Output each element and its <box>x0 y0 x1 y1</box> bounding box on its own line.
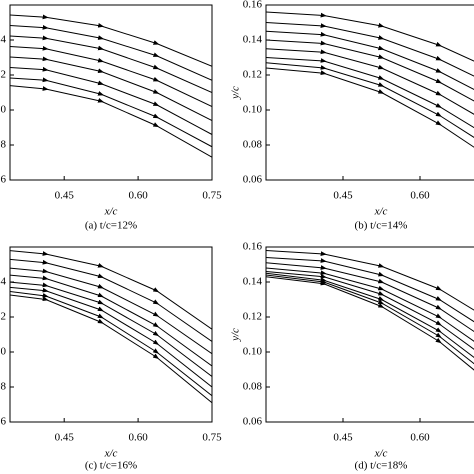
streamline <box>10 45 212 107</box>
streamline <box>266 276 474 371</box>
y-tick-label: 0.16 <box>243 0 263 11</box>
x-tick-label: 0.60 <box>128 432 148 444</box>
plot-area <box>266 250 474 371</box>
streamline <box>266 250 474 311</box>
streamline <box>10 294 212 404</box>
x-axis-label: x/c <box>374 448 388 460</box>
y-tick-label: 0.14 <box>0 34 7 46</box>
streamline <box>10 24 212 81</box>
streamline <box>10 85 212 158</box>
panel: 0.45 0.60 0.75 0.06 0.08 0.10 0.12 0.14 x/c (a) t… <box>0 4 222 232</box>
streamline <box>266 67 474 148</box>
axes-frame <box>265 246 474 423</box>
x-tick-label: 0.60 <box>410 432 430 444</box>
axes-frame <box>9 246 213 423</box>
plot-area <box>10 250 212 404</box>
caption: (a) t/c=12% <box>85 220 137 232</box>
x-tick-label: 0.60 <box>128 190 148 202</box>
y-tick-label: 0.06 <box>243 416 263 428</box>
x-tick-label: 0.45 <box>333 432 353 444</box>
y-tick-label: 0.14 <box>0 276 7 288</box>
x-tick-label: 0.45 <box>55 190 75 202</box>
y-tick-label: 0.10 <box>243 104 263 116</box>
x-tick-label: 0.60 <box>410 190 430 202</box>
y-tick-label: 0.10 <box>0 346 7 358</box>
y-tick-label: 0.12 <box>0 311 6 323</box>
x-axis-label: x/c <box>104 448 118 460</box>
y-tick-label: 0.06 <box>0 174 7 186</box>
streamline <box>10 35 212 93</box>
streamline <box>10 66 212 135</box>
streamline <box>266 272 474 358</box>
axes-frame <box>265 4 474 181</box>
panel: 0.45 0.60 0.75 0.06 0.08 0.10 0.12 0.14 x/c(c) t… <box>0 246 222 472</box>
y-tick-label: 0.12 <box>243 69 262 81</box>
y-tick-label: 0.08 <box>0 381 7 393</box>
streamline <box>266 257 474 323</box>
x-tick-label: 0.75 <box>202 432 222 444</box>
y-tick-label: 0.08 <box>243 139 263 151</box>
x-axis-label: x/c <box>104 206 118 218</box>
y-tick-label: 0.06 <box>243 174 263 186</box>
y-tick-label: 0.14 <box>243 34 263 46</box>
caption: (c) t/c=16% <box>85 460 137 472</box>
plot-area <box>266 11 474 148</box>
y-tick-label: 0.08 <box>243 381 263 393</box>
caption: (d) t/c=18% <box>355 460 408 472</box>
x-axis-label: x/c <box>374 206 388 218</box>
y-tick-label: 0.14 <box>243 276 263 288</box>
y-tick-label: 0.12 <box>243 311 262 323</box>
y-tick-label: 0.12 <box>0 69 6 81</box>
y-tick-label: 0.06 <box>0 416 7 428</box>
streamline <box>266 62 474 138</box>
plot-area <box>10 14 212 158</box>
caption: (b) t/c=14% <box>355 220 408 232</box>
y-tick-label: 0.10 <box>0 104 7 116</box>
axes-frame <box>9 4 213 181</box>
panel: 0.45 0.60 0.06 0.08 0.10 0.12 0.14 0.16 x/c y/c (b… <box>230 0 474 232</box>
streamline <box>10 286 212 388</box>
x-tick-label: 0.75 <box>202 190 222 202</box>
y-tick-label: 0.10 <box>243 346 263 358</box>
y-axis-label: y/c <box>230 328 242 342</box>
x-tick-label: 0.45 <box>55 432 75 444</box>
x-tick-label: 0.45 <box>333 190 353 202</box>
y-tick-label: 0.08 <box>0 139 7 151</box>
panel: 0.45 0.60 0.06 0.08 0.10 0.12 0.14 0.16 x/c y/c (d… <box>230 241 474 472</box>
y-tick-label: 0.16 <box>243 241 263 253</box>
y-axis-label: y/c <box>230 86 242 100</box>
streamline <box>266 57 474 129</box>
